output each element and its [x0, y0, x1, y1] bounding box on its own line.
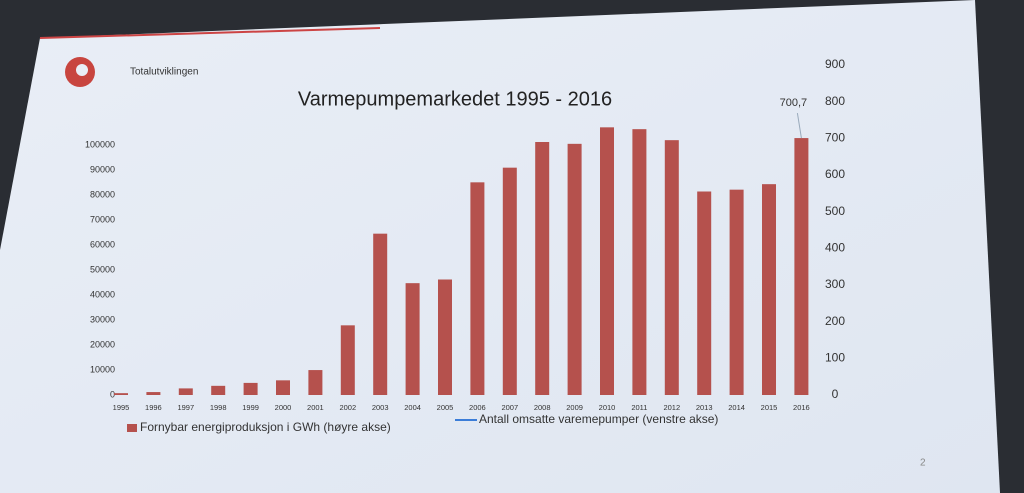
y2-tick-label: 200 — [825, 314, 845, 328]
x-tick-label: 2000 — [275, 403, 292, 412]
data-label: 700,7 — [780, 97, 808, 109]
y2-tick-label: 600 — [825, 167, 845, 181]
bar — [502, 167, 517, 395]
x-tick-label: 2006 — [469, 403, 486, 412]
y2-tick-label: 100 — [825, 351, 845, 365]
y-tick-label: 40000 — [90, 289, 115, 299]
x-tick-label: 2010 — [599, 403, 616, 412]
bar — [178, 388, 193, 395]
bar — [438, 279, 452, 395]
x-tick-label: 1998 — [210, 403, 227, 412]
bar — [535, 142, 550, 395]
y2-tick-label: 300 — [825, 277, 845, 291]
bar — [405, 283, 420, 395]
x-tick-label: 2003 — [372, 403, 389, 412]
x-tick-label: 2001 — [307, 403, 324, 412]
x-tick-label: 2005 — [437, 403, 454, 412]
x-tick-label: 2016 — [793, 403, 810, 412]
legend-label: Fornybar energiproduksjon i GWh (høyre a… — [140, 420, 391, 434]
legend-label: Antall omsatte varemepumper (venstre aks… — [479, 412, 718, 426]
bar — [340, 325, 355, 395]
y-tick-label: 20000 — [90, 339, 115, 349]
bar — [146, 392, 161, 395]
chart-title: Varmepumpemarkedet 1995 - 2016 — [298, 88, 612, 110]
bar — [373, 233, 388, 395]
bar — [308, 370, 323, 395]
y-tick-label: 80000 — [90, 189, 115, 199]
y2-tick-label: 700 — [825, 131, 845, 145]
y2-tick-label: 500 — [825, 204, 845, 218]
slide — [0, 0, 1000, 493]
y-tick-label: 100000 — [85, 139, 115, 149]
bar — [762, 184, 776, 395]
bar — [664, 140, 679, 395]
y-tick-label: 0 — [110, 389, 115, 399]
bar — [794, 138, 809, 395]
x-tick-label: 2011 — [631, 403, 647, 412]
y-tick-label: 50000 — [90, 264, 115, 274]
x-tick-label: 2014 — [728, 403, 745, 412]
bar — [114, 393, 128, 395]
x-tick-label: 1996 — [145, 403, 162, 412]
y-tick-label: 70000 — [90, 214, 115, 224]
logo-hole — [76, 64, 88, 76]
bar — [729, 189, 744, 395]
slide-accent — [39, 27, 381, 39]
x-tick-label: 2013 — [696, 403, 713, 412]
x-tick-label: 2002 — [339, 403, 356, 412]
x-tick-label: 2007 — [501, 403, 518, 412]
y-tick-label: 30000 — [90, 314, 115, 324]
bar — [243, 382, 258, 395]
y-tick-label: 10000 — [90, 364, 115, 374]
bar — [697, 191, 712, 395]
x-tick-label: 2015 — [761, 403, 778, 412]
bar — [632, 129, 647, 395]
label-leader — [796, 112, 802, 139]
x-tick-label: 2008 — [534, 403, 551, 412]
y-tick-label: 90000 — [90, 164, 115, 174]
x-tick-label: 2004 — [404, 403, 421, 412]
y2-tick-label: 400 — [825, 241, 845, 255]
y-tick-label: 60000 — [90, 239, 115, 249]
y2-tick-label: 800 — [825, 94, 845, 108]
legend-swatch — [127, 424, 137, 432]
x-tick-label: 1997 — [177, 403, 194, 412]
y2-tick-label: 900 — [825, 57, 845, 71]
bar — [470, 182, 485, 395]
bar — [276, 380, 290, 395]
bar — [567, 143, 582, 395]
y2-tick-label: 0 — [832, 387, 839, 401]
x-tick-label: 1995 — [113, 403, 130, 412]
bar — [600, 127, 614, 395]
x-tick-label: 2009 — [566, 403, 583, 412]
bar — [211, 385, 226, 395]
page-number: 2 — [920, 458, 926, 469]
x-tick-label: 1999 — [242, 403, 259, 412]
x-tick-label: 2012 — [663, 403, 680, 412]
header-text: Totalutviklingen — [130, 67, 198, 78]
